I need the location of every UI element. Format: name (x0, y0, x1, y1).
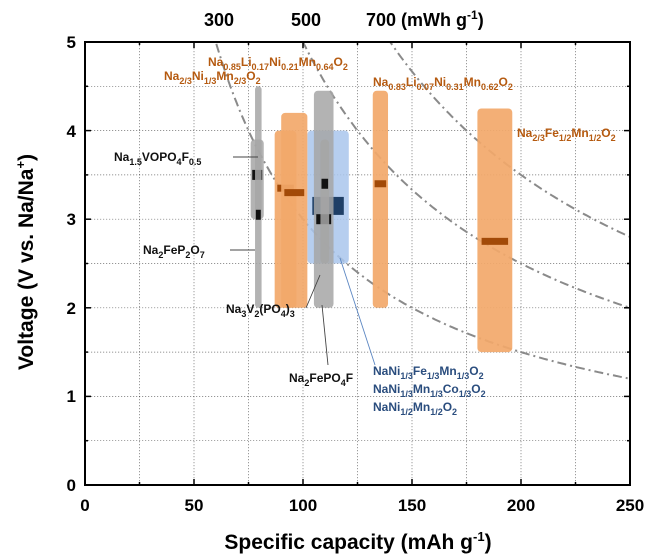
y-tick-label: 4 (67, 122, 77, 141)
label-na2fep2o7: Na2FeP2O7 (143, 243, 205, 260)
y-tick-label: 5 (67, 33, 76, 52)
range-bar (372, 90, 389, 308)
grid (85, 42, 630, 485)
label-nani12mn12o2: NaNi1/2Mn1/2O2 (373, 400, 457, 417)
energy-curve-300 (214, 42, 630, 380)
y-tick-labels: 0 1 2 3 4 5 (67, 33, 77, 495)
average-voltage-mark (255, 209, 261, 220)
x-tick-label: 0 (80, 496, 89, 515)
label-blue-group: NaNi1/3Fe1/3Mn1/3O2 NaNi1/3Mn1/3Co1/3O2 … (373, 364, 486, 417)
energy-curve-500 (301, 42, 630, 309)
range-bar (477, 108, 513, 353)
average-voltage-mark (321, 178, 329, 189)
leader-nvp (305, 274, 321, 309)
top-axis-label-500: 500 (291, 10, 321, 30)
label-na2fepo4f: Na2FePO4F (289, 371, 353, 388)
x-tick-label: 50 (185, 496, 204, 515)
label-na085li017ni021mn064o2: Na0.85Li0.17Ni0.21Mn0.64O2 (208, 55, 348, 72)
top-axis-label-300: 300 (204, 10, 234, 30)
y-tick-label: 1 (67, 387, 76, 406)
range-bar (320, 139, 330, 264)
energy-density-curves (214, 42, 630, 380)
leader-lines (230, 156, 376, 366)
average-voltage-mark (284, 189, 305, 197)
x-tick-labels: 0 50 100 150 200 250 (80, 496, 644, 515)
x-tick-label: 150 (398, 496, 426, 515)
label-na3v2po43: Na3V2(PO4)3 (226, 302, 295, 319)
average-voltage-mark (481, 237, 509, 245)
label-na083li007ni031mn062o2: Na0.83Li0.07Ni0.31Mn0.62O2 (373, 75, 513, 92)
label-na15vopo4f05: Na1.5VOPO4F0.5 (114, 150, 201, 167)
material-ranges (250, 86, 513, 353)
range-bar (281, 112, 308, 308)
label-na23fe12mn12o2: Na2/3Fe1/2Mn1/2O2 (517, 126, 616, 143)
x-axis-title: Specific capacity (mAh g-1) (224, 529, 491, 554)
range-bar (255, 86, 262, 308)
leader-blue (339, 257, 376, 366)
label-na23ni13mn23o2: Na2/3Ni1/3Mn2/3O2 (164, 69, 261, 86)
leader-fepo4f (321, 304, 329, 366)
axis-ticks (84, 41, 631, 486)
x-tick-label: 100 (289, 496, 317, 515)
label-nani13mn13co13o2: NaNi1/3Mn1/3Co1/3O2 (373, 382, 486, 399)
label-nani13fe13mn13o2: NaNi1/3Fe1/3Mn1/3O2 (373, 364, 484, 381)
material-labels: Na0.85Li0.17Ni0.21Mn0.64O2 Na2/3Ni1/3Mn2… (114, 55, 616, 417)
y-tick-label: 3 (67, 210, 76, 229)
y-tick-label: 0 (67, 476, 76, 495)
top-axis-label-700: 700 (mWh g-1) (366, 8, 484, 30)
average-voltage-mark (374, 180, 387, 188)
y-tick-label: 2 (67, 299, 76, 318)
energy-curve-700 (388, 42, 630, 238)
y-axis-title: Voltage (V vs. Na/Na+) (13, 154, 38, 370)
top-axis-labels: 300 500 700 (mWh g-1) (204, 8, 484, 30)
x-tick-label: 250 (616, 496, 644, 515)
x-tick-label: 200 (507, 496, 535, 515)
